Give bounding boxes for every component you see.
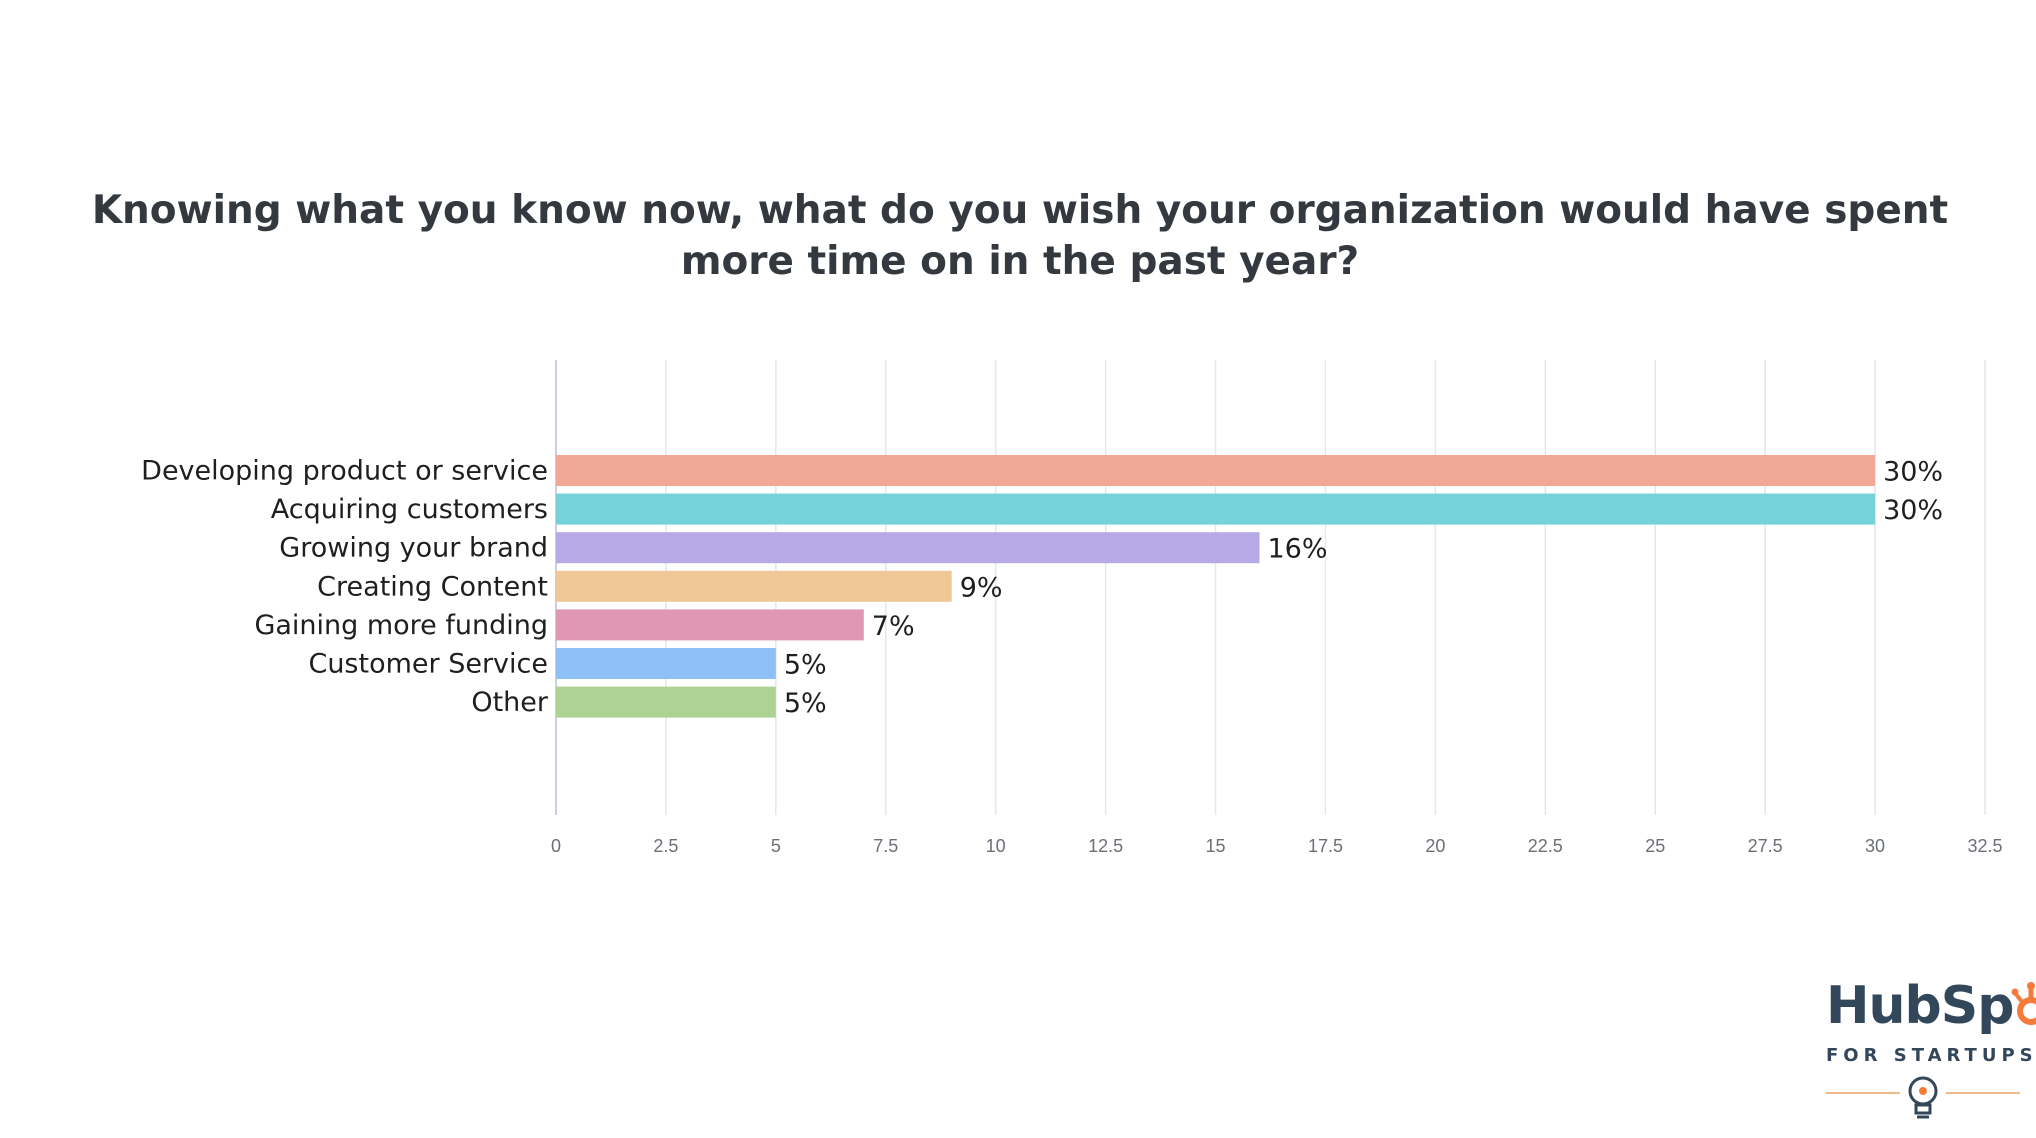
lightbulb-icon: [1826, 1076, 2020, 1119]
hubspot-logo: HubSp t FOR STARTUPS: [1818, 975, 2036, 1125]
x-tick-label: 5: [771, 836, 781, 856]
x-tick-label: 30: [1865, 836, 1885, 856]
data-label: 7%: [872, 611, 915, 642]
x-tick-label: 27.5: [1748, 836, 1783, 856]
data-label: 30%: [1883, 495, 1943, 526]
x-tick-label: 32.5: [1967, 836, 2002, 856]
data-label: 16%: [1268, 534, 1328, 565]
bar: [556, 648, 776, 679]
x-tick-label: 17.5: [1308, 836, 1343, 856]
x-tick-label: 22.5: [1528, 836, 1563, 856]
category-label: Creating Content: [317, 571, 548, 602]
logo-wordmark: HubSp t: [1826, 975, 2036, 1037]
x-tick-label: 12.5: [1088, 836, 1123, 856]
category-label: Growing your brand: [279, 533, 548, 564]
data-label: 9%: [960, 572, 1003, 603]
x-axis-ticks: 0 2.5 5 7.5 10 12.5 15 17.5 20 22.5 25 27.5 30 32.5: [551, 836, 2003, 856]
category-labels: Developing product or service Acquiring c…: [141, 456, 549, 719]
data-label: 5%: [784, 650, 827, 681]
logo-word-part-1: HubSp: [1826, 976, 2014, 1036]
bar: [556, 532, 1260, 564]
category-label: Developing product or service: [141, 456, 548, 487]
x-tick-label: 2.5: [653, 836, 678, 856]
category-label: Acquiring customers: [271, 494, 548, 525]
x-tick-label: 10: [986, 836, 1006, 856]
bar: [556, 686, 776, 718]
bars: [556, 455, 1876, 718]
bar: [556, 493, 1876, 525]
x-tick-label: 15: [1206, 836, 1226, 856]
data-label: 30%: [1883, 457, 1943, 488]
sprocket-icon: [2011, 982, 2036, 1027]
x-tick-label: 7.5: [873, 836, 898, 856]
bar: [556, 455, 1876, 486]
logo-subtitle: FOR STARTUPS: [1826, 1045, 2036, 1066]
category-label: Gaining more funding: [254, 610, 548, 641]
grid-lines: [555, 360, 1986, 815]
data-label: 5%: [784, 688, 827, 719]
x-tick-label: 0: [551, 836, 561, 856]
bar: [556, 609, 864, 641]
x-tick-label: 25: [1645, 836, 1665, 856]
bar: [556, 570, 952, 602]
category-label: Customer Service: [308, 649, 548, 680]
page-title: Knowing what you know now, what do you w…: [91, 188, 1949, 284]
category-label: Other: [471, 687, 549, 718]
data-labels: 30% 30% 16% 9% 7% 5% 5%: [784, 457, 1943, 720]
x-tick-label: 20: [1425, 836, 1445, 856]
